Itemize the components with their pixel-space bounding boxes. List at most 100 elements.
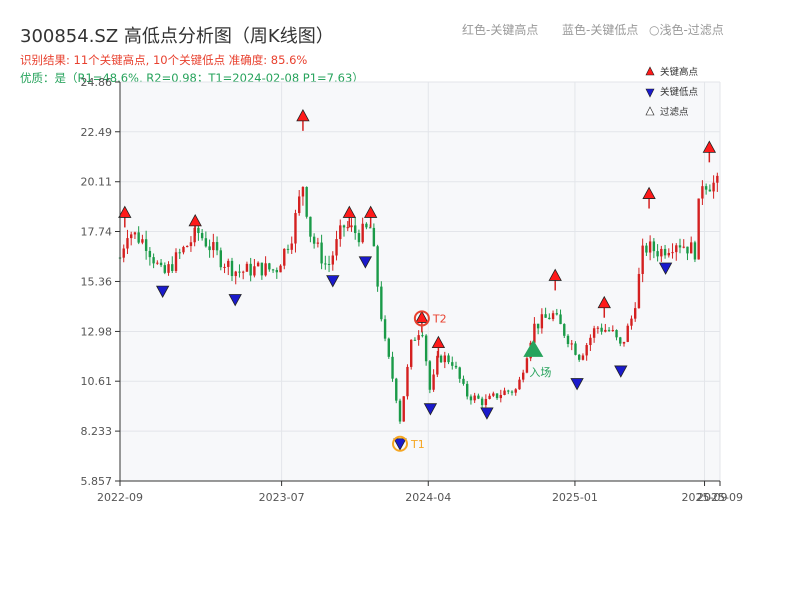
candle-body [507,390,510,392]
candle-body [387,338,390,357]
key-high-marker [548,268,562,281]
candle-body [492,393,495,396]
markers: T1 T2 入场 [118,109,717,452]
candle-body [484,398,488,406]
x-tick-label: 2022-09 [97,491,143,504]
key-low-marker [423,403,438,416]
key-low-marker [480,407,494,420]
candle-body [219,250,222,268]
candle-body [619,337,622,344]
candle-body [286,248,290,250]
candle-body [611,330,614,332]
candle-body [671,252,674,254]
axes: 5.857 8.233 10.61 12.98 15.36 17.74 20.11 22.49… [81,76,743,504]
key-high-marker [431,335,446,349]
candle-body [578,354,581,360]
y-tick-label: 15.36 [81,275,113,288]
key-high-marker [118,205,132,218]
top-legend-red: 红色-关键高点 [462,23,539,37]
candle-body [596,327,600,329]
candle-body [312,236,316,244]
candle-body [432,374,435,390]
candle-body [499,394,502,399]
key-low-marker [393,438,407,451]
candle-body [365,223,368,228]
candle-body [708,189,712,192]
candle-body [357,233,361,243]
entry-label: 入场 [529,365,551,379]
candle-body [350,225,353,228]
candle-body [298,196,301,214]
candle-body [189,242,193,247]
candle-body [126,238,129,249]
candle-body [566,335,570,344]
candle-body [327,263,331,265]
candle-body [368,227,372,229]
y-tick-label: 22.49 [81,126,113,139]
t2-circle [413,310,430,327]
candle-body [133,232,137,235]
candle-body [197,227,200,234]
legend-high-label: 关键高点 [660,66,699,78]
candle-body [607,329,611,331]
candle-body [663,248,667,256]
candle-body [152,257,155,264]
candle-body [626,325,629,342]
legend-filtered-icon [645,106,655,116]
candle-body [406,366,409,397]
candle-body [227,260,230,267]
candle-body [439,355,443,363]
candle-body [488,395,491,399]
candle-body [242,271,245,273]
candle-body [533,323,536,343]
candle-body [122,248,125,258]
candle-body [260,262,264,276]
y-tick-label: 20.11 [81,176,113,189]
candle-body [148,250,152,258]
candle-body [585,345,588,356]
candle-body [645,245,648,253]
candle-body [660,248,663,257]
candle-body [230,260,234,277]
candle-body [417,335,420,340]
candle-body [574,343,577,355]
entry-marker [523,339,544,357]
candle-body [469,396,473,401]
candle-body [716,175,719,183]
key-high-marker [342,205,357,218]
candle-body [630,318,633,326]
x-tick-label: 2025-09 [697,491,743,504]
candle-body [522,372,525,380]
candle-body [548,317,551,320]
y-tick-label: 8.233 [81,425,113,438]
candle-body [525,358,529,373]
candle-body [380,286,383,320]
candle-body [335,239,338,256]
candle-body [451,362,454,366]
candle-body [503,390,506,395]
legend-low-label: 关键低点 [660,86,699,98]
t1-circle [392,435,408,452]
key-low-marker [614,365,628,378]
x-tick-label: 2025-01 [552,491,598,504]
candle-body [249,263,252,276]
candle-body [540,314,544,329]
candle-body [447,355,450,363]
key-high-marker [363,205,378,218]
candle-body [413,339,417,341]
candle-body [167,264,170,273]
candle-body [264,263,267,276]
candle-body [339,225,342,240]
candle-body [701,186,704,199]
candle-body [592,328,596,338]
y-tick-label: 5.857 [81,475,113,488]
candle-body [342,225,346,228]
candle-body [309,216,312,237]
candle-body [372,227,376,247]
candle-body [555,313,558,315]
candle-body [245,263,249,272]
y-tick-label: 24.86 [81,76,113,89]
candle-body [256,262,260,267]
candle-body [622,341,626,344]
